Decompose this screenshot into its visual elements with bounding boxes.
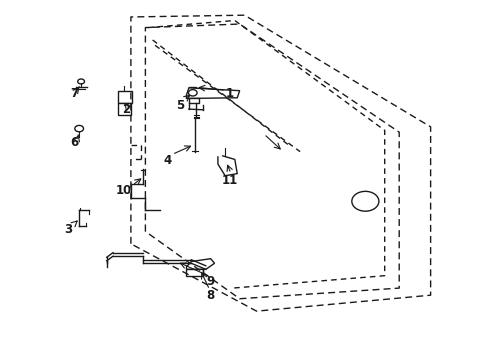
Text: 10: 10 <box>115 184 131 197</box>
Text: 4: 4 <box>163 154 171 167</box>
FancyBboxPatch shape <box>186 269 203 276</box>
Text: 5: 5 <box>176 99 184 112</box>
FancyBboxPatch shape <box>188 99 198 103</box>
Text: 1: 1 <box>225 87 234 100</box>
Text: 2: 2 <box>122 103 130 116</box>
Text: 8: 8 <box>206 289 214 302</box>
Text: 7: 7 <box>70 87 78 100</box>
FancyBboxPatch shape <box>118 91 132 103</box>
Polygon shape <box>186 88 239 99</box>
Text: 9: 9 <box>206 275 214 288</box>
Text: 3: 3 <box>64 223 72 236</box>
Text: 6: 6 <box>70 136 78 149</box>
FancyBboxPatch shape <box>118 103 131 116</box>
FancyBboxPatch shape <box>188 87 196 99</box>
Polygon shape <box>186 259 214 269</box>
Text: 11: 11 <box>222 174 238 186</box>
